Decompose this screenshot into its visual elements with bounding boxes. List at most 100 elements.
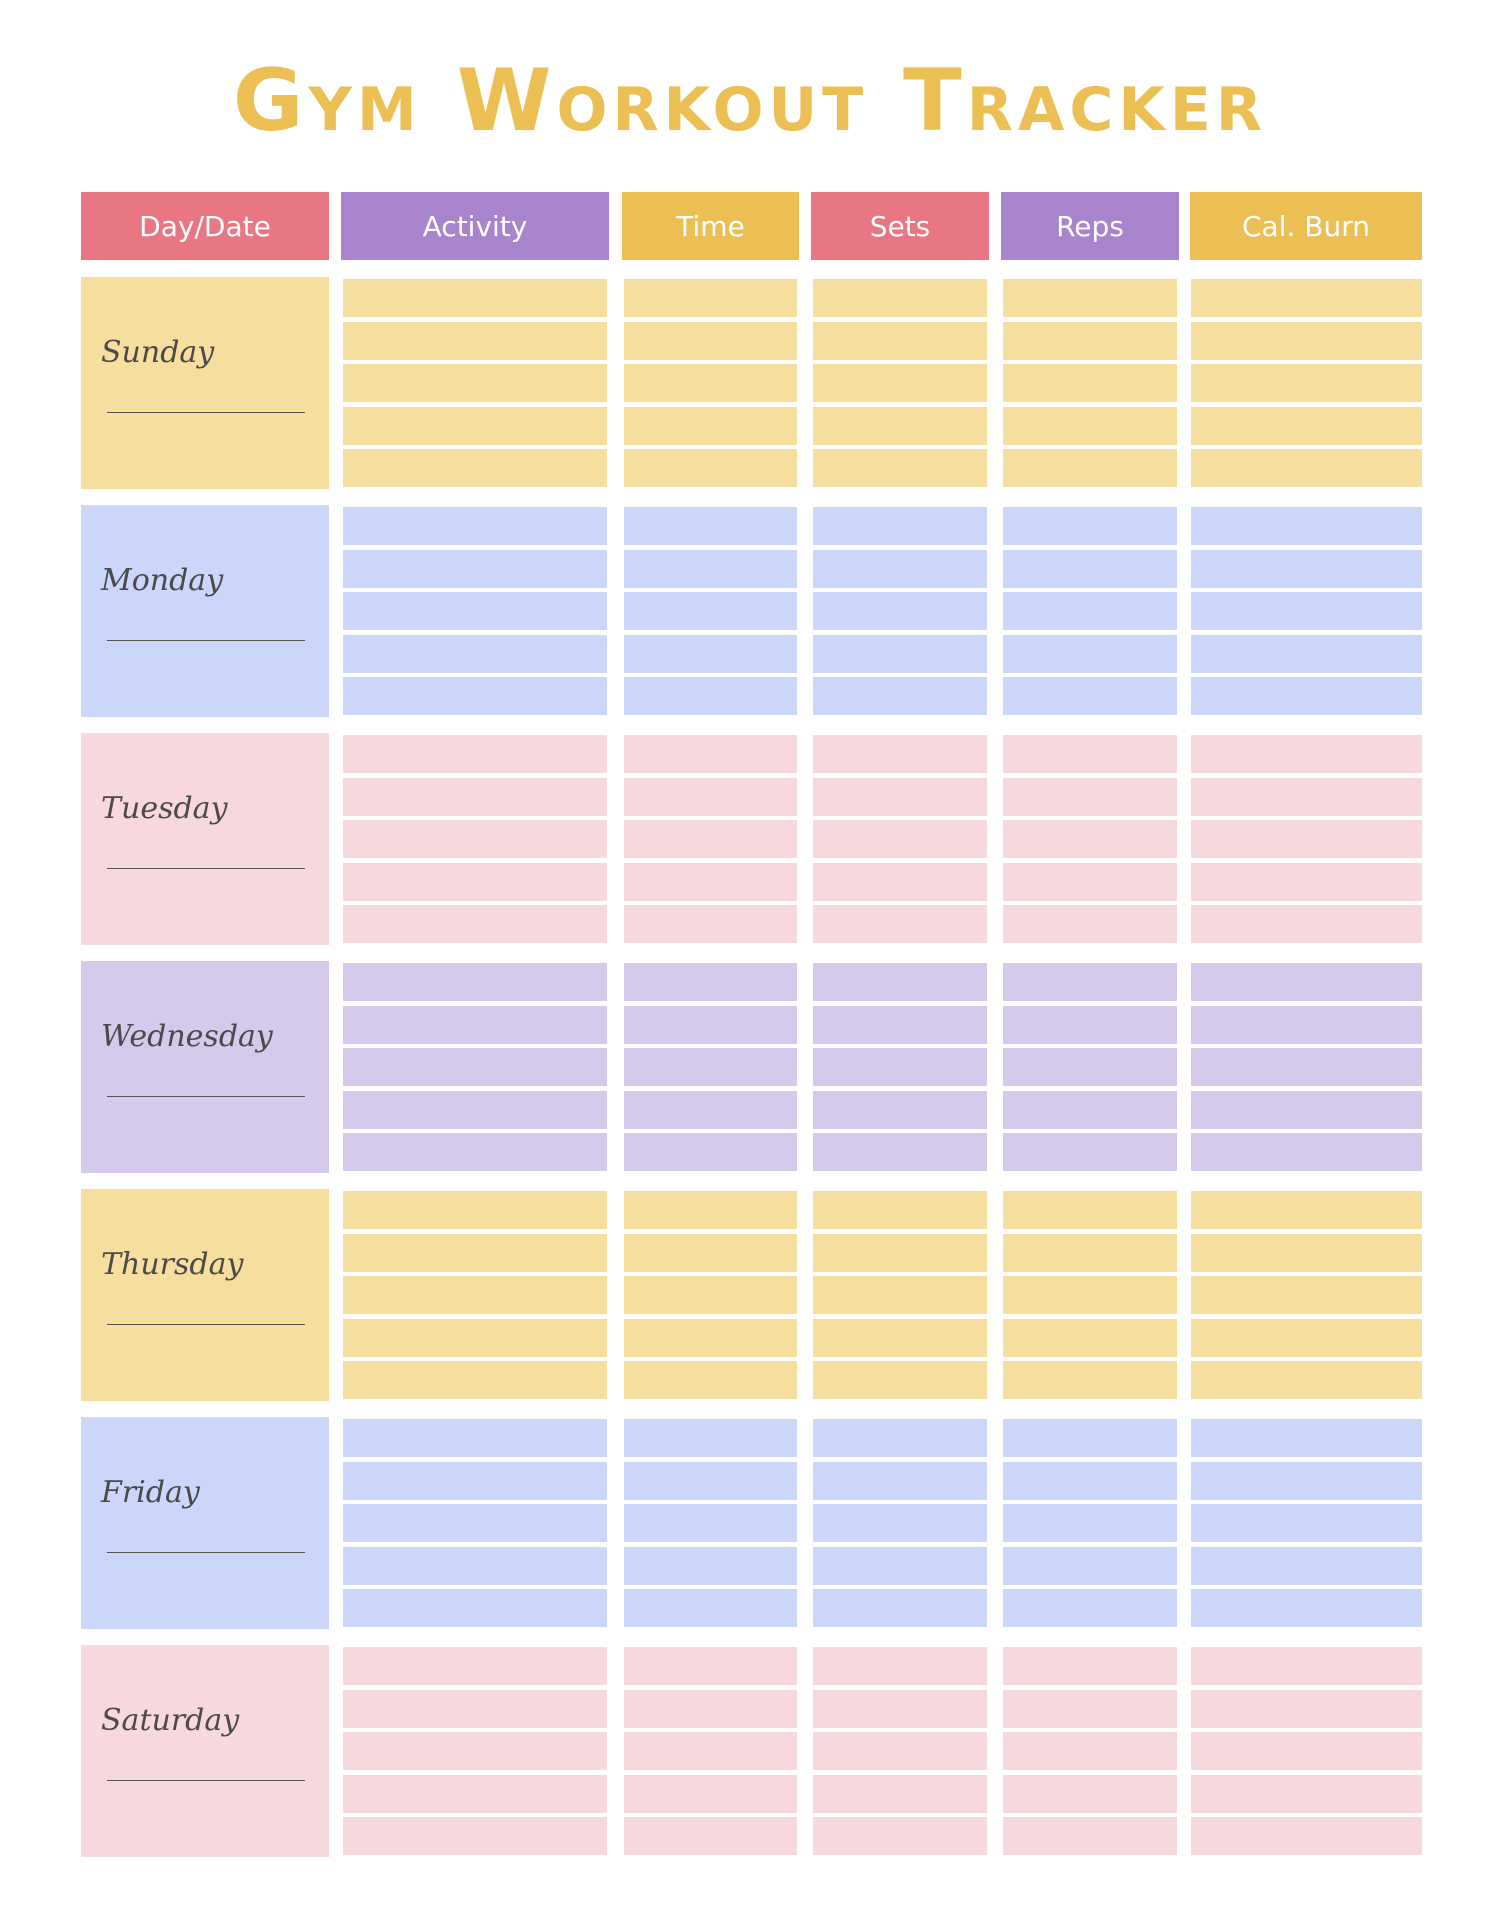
entry-line[interactable] xyxy=(813,905,987,943)
date-write-line[interactable] xyxy=(107,1552,305,1553)
entry-line[interactable] xyxy=(624,905,797,943)
entry-line[interactable] xyxy=(343,905,607,943)
entry-line[interactable] xyxy=(624,549,797,588)
entry-line[interactable] xyxy=(343,1504,607,1542)
entry-line[interactable] xyxy=(813,1318,987,1357)
entry-line[interactable] xyxy=(1003,1318,1177,1357)
entry-line[interactable] xyxy=(624,634,797,673)
entry-line[interactable] xyxy=(343,1005,607,1044)
entry-line[interactable] xyxy=(624,1318,797,1357)
entry-line[interactable] xyxy=(813,1361,987,1399)
entry-line[interactable] xyxy=(813,1233,987,1272)
entry-line[interactable] xyxy=(1191,1133,1422,1171)
entry-line[interactable] xyxy=(813,1504,987,1542)
entry-line[interactable] xyxy=(343,1048,607,1086)
entry-line[interactable] xyxy=(624,1005,797,1044)
entry-line[interactable] xyxy=(343,1318,607,1357)
entry-line[interactable] xyxy=(813,1005,987,1044)
entry-line[interactable] xyxy=(624,1133,797,1171)
date-write-line[interactable] xyxy=(107,640,305,641)
date-write-line[interactable] xyxy=(107,1096,305,1097)
entry-line[interactable] xyxy=(343,549,607,588)
entry-line[interactable] xyxy=(624,1191,797,1229)
entry-line[interactable] xyxy=(343,592,607,630)
entry-line[interactable] xyxy=(1191,777,1422,816)
entry-line[interactable] xyxy=(343,1361,607,1399)
entry-line[interactable] xyxy=(1191,1361,1422,1399)
date-write-line[interactable] xyxy=(107,412,305,413)
entry-line[interactable] xyxy=(624,406,797,445)
entry-line[interactable] xyxy=(1191,449,1422,487)
entry-line[interactable] xyxy=(624,862,797,901)
entry-line[interactable] xyxy=(343,1647,607,1685)
entry-line[interactable] xyxy=(343,1774,607,1813)
entry-line[interactable] xyxy=(1191,592,1422,630)
entry-line[interactable] xyxy=(343,963,607,1001)
entry-line[interactable] xyxy=(1191,549,1422,588)
entry-line[interactable] xyxy=(624,279,797,317)
entry-line[interactable] xyxy=(813,406,987,445)
entry-line[interactable] xyxy=(624,777,797,816)
entry-line[interactable] xyxy=(1191,1461,1422,1500)
entry-line[interactable] xyxy=(624,592,797,630)
entry-line[interactable] xyxy=(1191,1090,1422,1129)
entry-line[interactable] xyxy=(624,1504,797,1542)
entry-line[interactable] xyxy=(1191,634,1422,673)
entry-line[interactable] xyxy=(1003,1647,1177,1685)
entry-line[interactable] xyxy=(813,1546,987,1585)
entry-line[interactable] xyxy=(1003,777,1177,816)
entry-line[interactable] xyxy=(813,1689,987,1728)
entry-line[interactable] xyxy=(343,677,607,715)
entry-line[interactable] xyxy=(1003,820,1177,858)
entry-line[interactable] xyxy=(343,507,607,545)
entry-line[interactable] xyxy=(1003,1133,1177,1171)
entry-line[interactable] xyxy=(1191,735,1422,773)
entry-line[interactable] xyxy=(813,1817,987,1855)
entry-line[interactable] xyxy=(1003,1419,1177,1457)
entry-line[interactable] xyxy=(624,820,797,858)
entry-line[interactable] xyxy=(1191,963,1422,1001)
entry-line[interactable] xyxy=(1191,1276,1422,1314)
entry-line[interactable] xyxy=(624,1233,797,1272)
entry-line[interactable] xyxy=(1191,677,1422,715)
entry-line[interactable] xyxy=(343,364,607,402)
entry-line[interactable] xyxy=(1003,592,1177,630)
entry-line[interactable] xyxy=(1191,1589,1422,1627)
entry-line[interactable] xyxy=(1003,1546,1177,1585)
entry-line[interactable] xyxy=(1003,1048,1177,1086)
entry-line[interactable] xyxy=(813,1647,987,1685)
entry-line[interactable] xyxy=(1003,1689,1177,1728)
entry-line[interactable] xyxy=(1191,1647,1422,1685)
entry-line[interactable] xyxy=(1003,963,1177,1001)
entry-line[interactable] xyxy=(813,1732,987,1770)
entry-line[interactable] xyxy=(813,279,987,317)
entry-line[interactable] xyxy=(624,735,797,773)
entry-line[interactable] xyxy=(1003,364,1177,402)
entry-line[interactable] xyxy=(343,735,607,773)
entry-line[interactable] xyxy=(343,1133,607,1171)
entry-line[interactable] xyxy=(343,1090,607,1129)
entry-line[interactable] xyxy=(1003,1090,1177,1129)
entry-line[interactable] xyxy=(343,1233,607,1272)
entry-line[interactable] xyxy=(813,820,987,858)
entry-line[interactable] xyxy=(624,1774,797,1813)
entry-line[interactable] xyxy=(624,1461,797,1500)
entry-line[interactable] xyxy=(1003,1817,1177,1855)
entry-line[interactable] xyxy=(343,1191,607,1229)
entry-line[interactable] xyxy=(343,1546,607,1585)
entry-line[interactable] xyxy=(813,1090,987,1129)
entry-line[interactable] xyxy=(343,777,607,816)
entry-line[interactable] xyxy=(624,1589,797,1627)
entry-line[interactable] xyxy=(624,1689,797,1728)
entry-line[interactable] xyxy=(624,1647,797,1685)
entry-line[interactable] xyxy=(813,677,987,715)
entry-line[interactable] xyxy=(343,1419,607,1457)
entry-line[interactable] xyxy=(813,1774,987,1813)
entry-line[interactable] xyxy=(1191,1318,1422,1357)
entry-line[interactable] xyxy=(343,1276,607,1314)
entry-line[interactable] xyxy=(813,1048,987,1086)
entry-line[interactable] xyxy=(1191,364,1422,402)
entry-line[interactable] xyxy=(624,1817,797,1855)
entry-line[interactable] xyxy=(813,963,987,1001)
entry-line[interactable] xyxy=(1191,406,1422,445)
